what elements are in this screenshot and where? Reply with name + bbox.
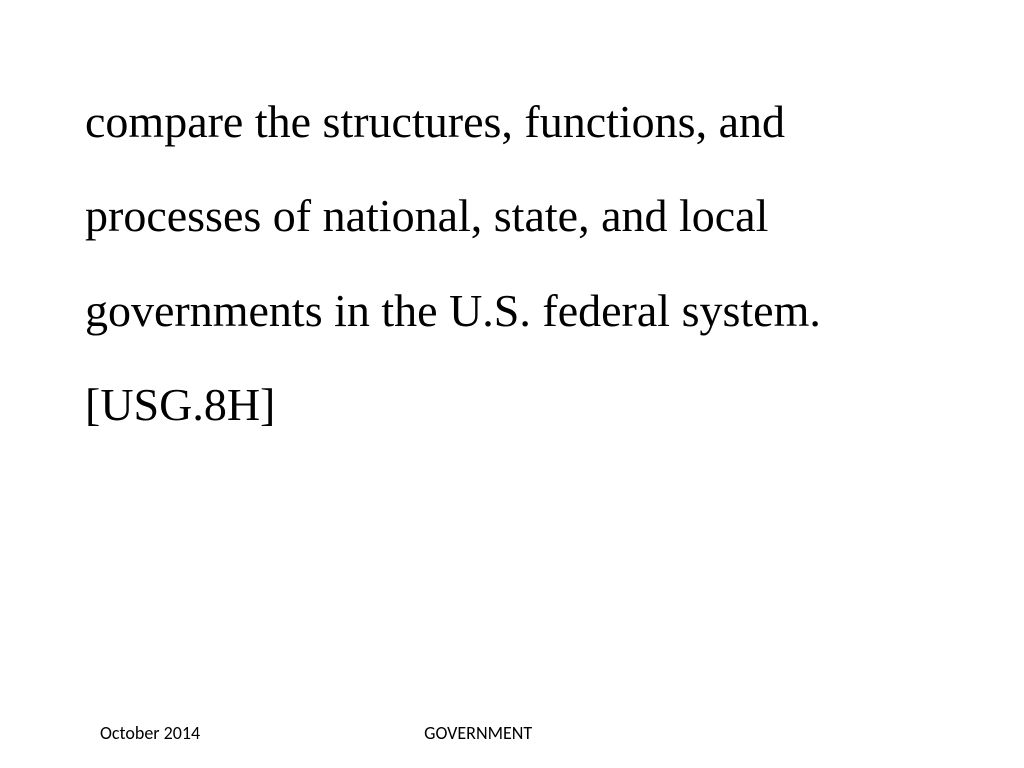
footer-category: GOVERNMENT [424, 722, 532, 744]
slide-body-text: compare the structures, functions, and p… [85, 75, 934, 452]
footer-date: October 2014 [100, 722, 200, 744]
slide-footer: October 2014 GOVERNMENT [0, 722, 1024, 744]
